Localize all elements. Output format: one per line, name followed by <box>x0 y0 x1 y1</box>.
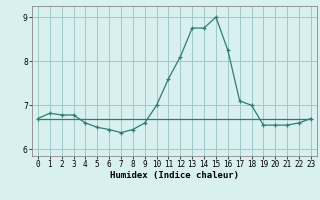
X-axis label: Humidex (Indice chaleur): Humidex (Indice chaleur) <box>110 171 239 180</box>
